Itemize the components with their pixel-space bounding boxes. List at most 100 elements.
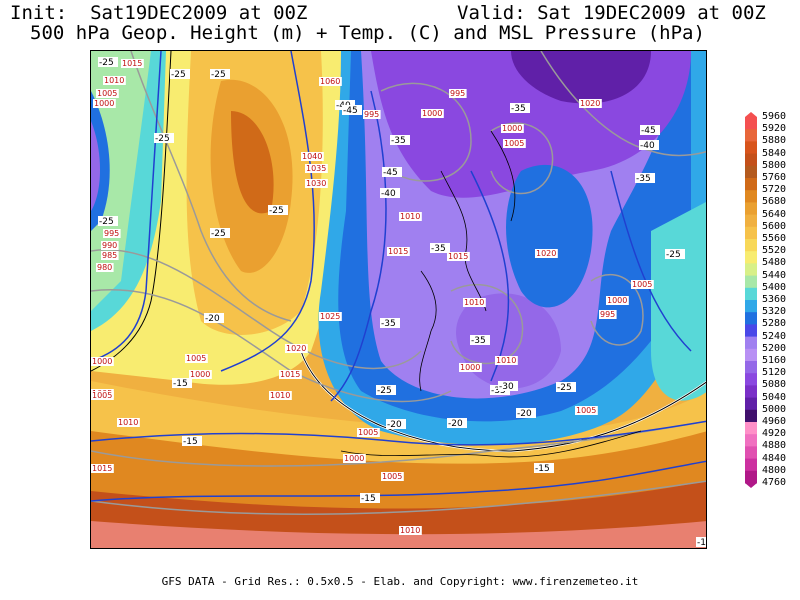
trough-south-core [456,293,561,389]
colorbar-band [745,287,757,301]
pressure-label: 1015 [448,252,468,261]
colorbar-tick-label: 5200 [762,342,787,354]
colorbar-tick-label: 5800 [762,159,787,171]
isobar-9 [91,480,706,515]
pressure-label-bg [459,363,482,372]
temperature-label: -45 [641,126,656,136]
temperature-label: -25 [171,70,186,80]
pressure-label: 1000 [94,99,114,108]
pressure-label-bg [117,418,140,427]
pressure-label: 1010 [118,418,138,427]
east-green-lobe [651,202,706,401]
temperature-label: -35 [636,174,651,184]
temperature-label-bg [470,335,490,345]
temperature-label-bg [170,69,190,79]
pressure-label: 995 [364,110,379,119]
pressure-label-bg [101,241,119,250]
temperature-label: -35 [511,104,526,114]
pressure-label: 1025 [320,312,340,321]
pressure-label-bg [503,139,526,148]
temperature-label: -35 [471,336,486,346]
temperature-label-bg [430,243,450,253]
temperature-label: -40 [640,141,655,151]
pressure-label-bg [91,357,114,366]
colorbar-tick-label: 5640 [762,208,787,220]
init-time-label: Init: Sat19DEC2009 at 00Z [10,2,308,24]
temperature-label: -15 [361,494,376,504]
weather-map: 1015 1010 1005 1000 1060 995 1000 995 1020 1000 10… [90,50,707,549]
pressure-label: 995 [600,310,615,319]
colorbar-tick-label: 4880 [762,440,787,452]
temperature-label-bg [640,125,660,135]
colorbar-tick-label: 5000 [762,403,787,415]
colorbar-tick-label: 5160 [762,355,787,366]
colorbar-tick-label: 5560 [762,233,787,244]
colorbar-tick-label: 4840 [762,452,787,464]
colorbar-band [745,165,757,179]
colorbar-band [745,178,757,191]
colorbar-band [745,312,757,325]
temperature-label-bg [447,418,467,428]
pressure-label: 1005 [576,406,596,415]
temperature-label-bg [98,57,118,67]
pressure-label-bg [343,454,366,463]
colorbar-tick-label: 5040 [762,391,787,403]
pressure-label-bg [463,298,486,307]
pressure-label: 1000 [607,296,627,305]
pressure-label-bg [501,124,524,133]
colorbar-band [745,361,757,374]
temperature-label: -25 [99,217,114,227]
temperature-label: -20 [205,314,220,324]
map-subtitle: 500 hPa Geop. Height (m) + Temp. (C) and… [30,22,705,44]
pressure-label-bg [579,99,602,108]
colorbar-band [745,470,757,484]
pressure-label: 1010 [400,526,420,535]
pressure-label: 1000 [190,370,210,379]
pressure-label: 1020 [580,99,600,108]
colorbar-svg [745,112,757,488]
pressure-label-bg [103,229,121,238]
temperature-label-bg [376,385,396,395]
pressure-label-bg [381,472,404,481]
temperature-label: -20 [387,420,402,430]
pressure-label: 995 [450,89,465,98]
colorbar-band [745,385,757,399]
temperature-label: -35 [431,244,446,254]
colorbar-band [745,397,757,411]
isotherm-5 [330,90,387,402]
temperature-label-bg [182,436,202,446]
colorbar-tick-label: 4920 [762,428,787,440]
temperature-label-bg [268,205,288,215]
temperature-label: -1 [697,538,706,548]
temperature-label: -25 [269,206,284,216]
temperature-label-bg [380,318,400,328]
temperature-label: -15 [183,437,198,447]
west-purple-patch [91,121,100,211]
colorbar-band [745,300,757,313]
pressure-label-bg [185,354,208,363]
isohypse-west [91,51,172,372]
isotherm-3 [91,420,706,446]
pressure-label-bg [121,59,144,68]
pressure-label: 1005 [97,89,117,98]
temperature-label: -35 [381,319,396,329]
ridge-center [231,111,274,214]
pressure-label: 1010 [496,356,516,365]
colorbar-band [745,141,757,155]
trough-deep-purple [511,51,651,104]
temperature-label: -30 [499,382,514,392]
pressure-label-bg [606,296,629,305]
isotherm-1 [91,51,162,362]
pressure-label: 1015 [92,464,112,473]
isobars [91,51,706,515]
isotherm-6 [470,170,510,382]
pressure-label: 1020 [286,344,306,353]
pressure-label-bg [305,164,328,173]
pressure-label-bg [363,110,381,119]
pressure-label: 990 [102,241,117,250]
temperature-label-bg [204,313,224,323]
pressure-label: 1020 [536,249,556,258]
pressure-label: 1005 [504,139,524,148]
isotherm-4 [91,460,706,502]
isobar-6 [450,284,524,365]
